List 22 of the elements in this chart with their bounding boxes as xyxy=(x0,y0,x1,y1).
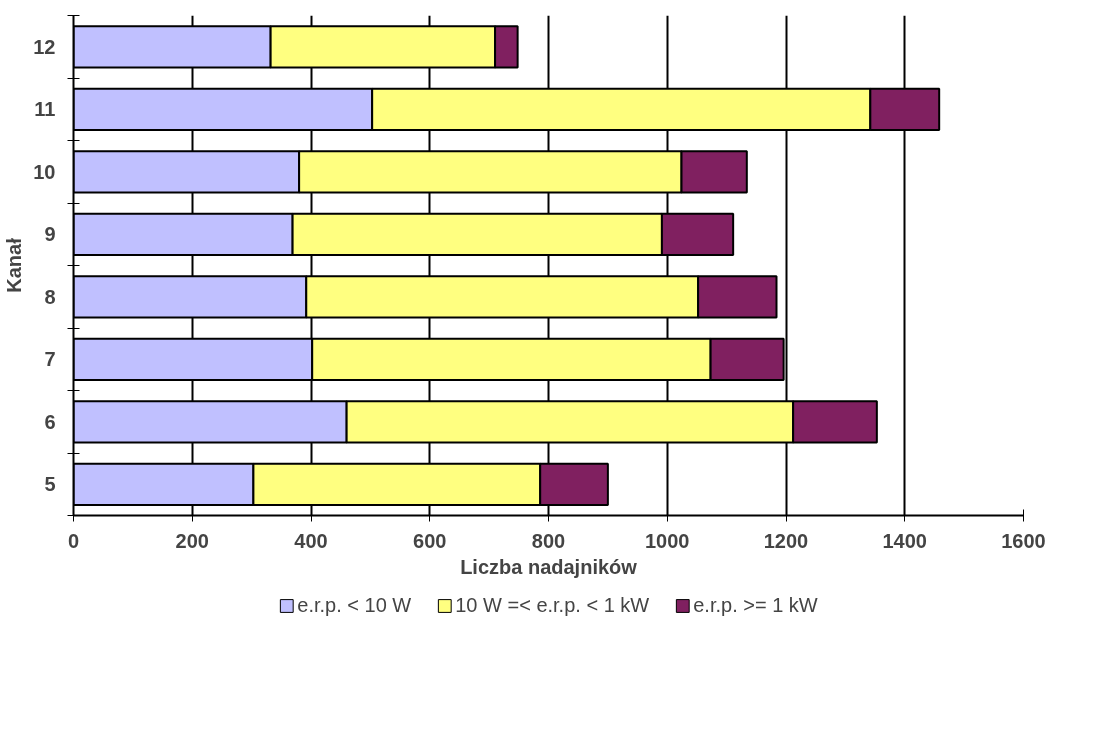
legend-label: e.r.p. >= 1 kW xyxy=(693,593,818,617)
x-tick-label: 0 xyxy=(67,529,80,552)
legend-label: 10 W =< e.r.p. < 1 kW xyxy=(455,593,650,617)
x-tick-label: 1000 xyxy=(645,529,690,552)
x-tick-label: 600 xyxy=(413,529,447,552)
y-axis-title: Kanał xyxy=(3,237,26,293)
x-tick-label: 1200 xyxy=(763,529,809,552)
y-tick-label: 11 xyxy=(34,98,56,121)
y-tick-label: 12 xyxy=(33,35,56,58)
y-tick-label: 8 xyxy=(44,285,56,308)
x-axis-title: Liczba nadajników xyxy=(460,555,638,578)
x-tick-label: 200 xyxy=(175,529,209,552)
y-tick-label: 6 xyxy=(44,410,56,433)
x-tick-label: 800 xyxy=(531,529,566,552)
x-tick-label: 400 xyxy=(294,529,328,552)
y-tick-label: 5 xyxy=(44,473,56,496)
y-tick-label: 7 xyxy=(44,348,56,371)
y-tick-label: 9 xyxy=(44,223,56,246)
x-tick-label: 1600 xyxy=(1001,529,1046,552)
x-tick-label: 1400 xyxy=(882,529,927,552)
legend-label: e.r.p. < 10 W xyxy=(297,593,412,617)
y-tick-label: 10 xyxy=(33,160,56,183)
